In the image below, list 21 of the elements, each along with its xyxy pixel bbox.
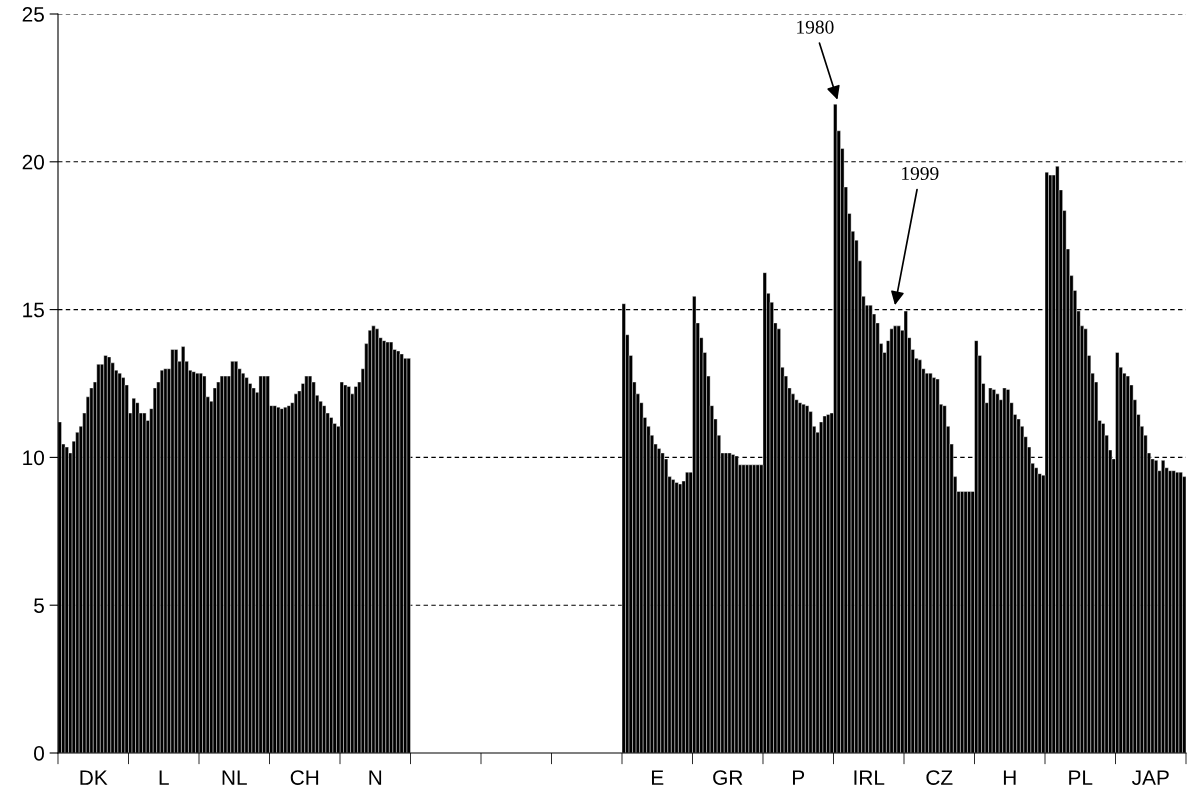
x-tick-label: N	[369, 770, 382, 785]
x-tick-label: JAP	[1131, 770, 1169, 785]
x-tick-label: P	[793, 770, 805, 785]
x-tick-label: H	[1003, 770, 1016, 785]
y-tick-label: 0	[34, 746, 44, 761]
x-tick-label: DK	[80, 770, 108, 785]
x-tick-label: IRL	[854, 770, 885, 785]
x-tick-label: CH	[290, 770, 319, 785]
x-tick-label: PL	[1069, 770, 1093, 785]
x-tick-label: E	[652, 770, 664, 785]
annotation: 1980	[797, 20, 834, 34]
x-tick-label: CZ	[926, 770, 953, 785]
x-tick-label: GR	[713, 770, 743, 785]
y-tick-label: 20	[22, 154, 44, 170]
y-tick-label: 25	[22, 7, 44, 22]
y-tick-label: 10	[23, 450, 44, 466]
annotation: 1999	[902, 166, 939, 181]
y-tick-label: 5	[34, 598, 44, 613]
x-tick-label: L	[159, 770, 169, 785]
y-tick-label: 15	[23, 302, 44, 318]
x-tick-label: NL	[222, 770, 247, 785]
